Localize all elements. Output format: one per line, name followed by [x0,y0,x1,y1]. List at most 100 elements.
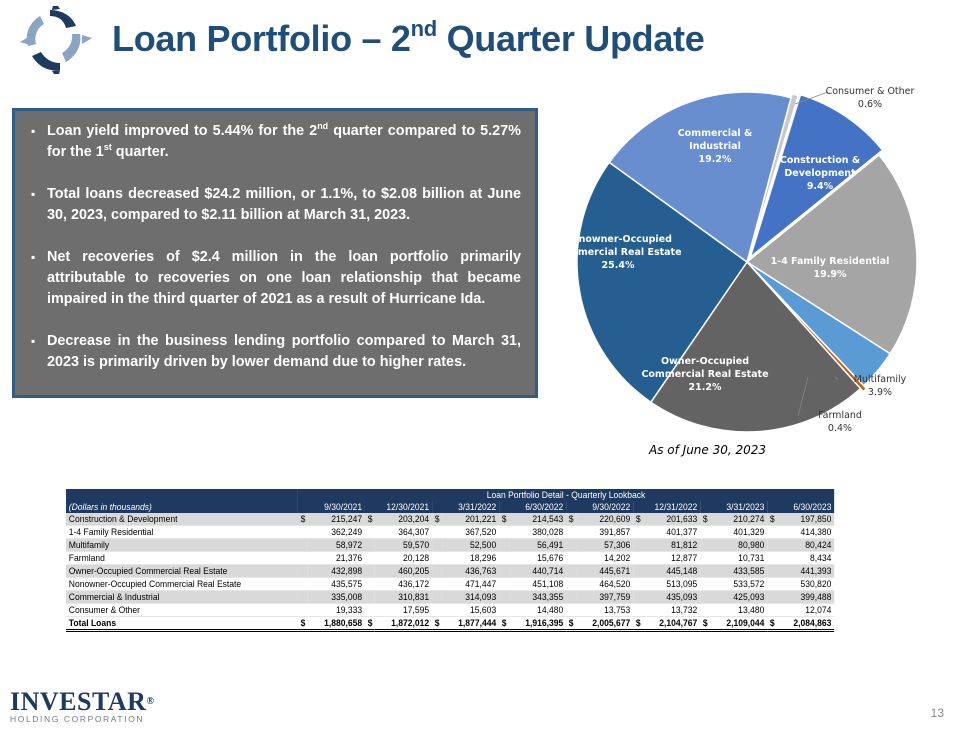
dollar-sign [700,551,711,565]
dollar-sign [700,564,711,578]
chart-caption: As of June 30, 2023 [649,443,767,457]
dollar-sign [767,564,778,578]
dollar-sign: $ [364,616,376,632]
table-cell: 12,074 [777,603,835,617]
table-cell: 391,857 [576,525,634,539]
table-cell: 2,084,863 [777,616,835,632]
dollar-sign [700,603,711,617]
table-cell: 201,221 [442,513,499,526]
table-row: Nonowner-Occupied Commercial Real Estate… [66,577,835,591]
bullet-item: Net recoveries of $2.4 million in the lo… [31,247,521,310]
dollar-sign [700,525,711,539]
table-cell: 2,104,767 [643,616,701,632]
investar-wordmark: INVESTAR® HOLDING CORPORATION [10,687,155,725]
table-cell: 15,603 [442,603,499,617]
table-cell: 432,898 [308,564,365,578]
table-cell: 367,520 [442,525,499,539]
dollar-sign [498,551,510,565]
dollar-sign [364,551,376,565]
table-cell: 380,028 [509,525,567,539]
table-cell: 1,880,658 [308,616,365,632]
page-title: Loan Portfolio – 2nd Quarter Update [112,16,705,59]
loan-portfolio-table: Loan Portfolio Detail - Quarterly Lookba… [66,489,835,632]
table-cell: 80,424 [777,538,835,552]
table-cell: 471,447 [442,577,499,591]
highlights-panel: Loan yield improved to 5.44% for the 2nd… [12,108,538,398]
table-cell: 15,676 [509,551,567,565]
table-cell: 59,570 [375,538,432,552]
table-title: Loan Portfolio Detail - Quarterly Lookba… [297,489,835,501]
pie-slice [649,260,862,433]
table-row: Consumer & Other 19,333 17,595 15,603 14,480… [66,603,835,617]
dollar-sign: $ [566,616,577,632]
row-label: Multifamily [66,538,298,552]
dollar-sign [431,538,443,552]
dollar-sign [297,525,309,539]
dollar-sign: $ [297,513,309,526]
dollar-sign [767,590,778,604]
row-label: 1-4 Family Residential [66,525,298,539]
row-label: Construction & Development [66,513,298,526]
row-label: Farmland [66,551,298,565]
table-cell: 214,543 [509,513,567,526]
table-cell: 2,005,677 [576,616,634,632]
table-row: Owner-Occupied Commercial Real Estate 432… [66,564,835,578]
dollar-sign [364,577,376,591]
table-cell: 80,980 [710,538,768,552]
dollar-sign [566,590,577,604]
dollar-sign [431,551,443,565]
dollar-sign [431,577,443,591]
dollar-sign [700,577,711,591]
row-label: Consumer & Other [66,603,298,617]
table-column-header: 9/30/2022 [566,501,634,513]
dollar-sign [700,590,711,604]
table-row: Construction & Development $215,247 $203,2… [66,513,835,526]
table-cell: 8,434 [777,551,835,565]
pie-slice-label: Nonowner-Occupied Commercial Real Estate 2… [554,234,681,271]
table-cell: 362,249 [308,525,365,539]
dollar-sign [364,538,376,552]
pie-leader-line [794,91,829,105]
table-cell: 530,820 [777,577,835,591]
row-label: Total Loans [66,616,298,632]
dollar-sign [566,525,577,539]
table-cell: 399,488 [777,590,835,604]
dollar-sign [767,525,778,539]
pie-leader-line [797,376,809,417]
dollar-sign [498,538,510,552]
table-units-header: (Dollars in thousands) [66,501,298,513]
dollar-sign [767,551,778,565]
table-cell: 435,093 [643,590,701,604]
dollar-sign [633,577,644,591]
dollar-sign [431,525,443,539]
dollar-sign [767,577,778,591]
bullet-item: Loan yield improved to 5.44% for the 2nd… [31,121,521,163]
table-cell: 220,609 [576,513,634,526]
table-column-header: 9/30/2021 [297,501,365,513]
pie-slice [747,93,800,259]
table-cell: 397,759 [576,590,634,604]
table-cell: 56,491 [509,538,567,552]
table-cell: 533,572 [710,577,768,591]
pie-slice [745,153,918,355]
dollar-sign [364,603,376,617]
dollar-sign [633,603,644,617]
table-cell: 401,329 [710,525,768,539]
dollar-sign: $ [297,616,309,632]
dollar-sign [297,538,309,552]
table-cell: 310,831 [375,590,432,604]
table-column-header: 6/30/2023 [767,501,835,513]
table-row: 1-4 Family Residential 362,249 364,307 367,… [66,525,835,539]
pie-slice-label: Commercial & Industrial 19.2% [678,128,753,165]
table-cell: 513,095 [643,577,701,591]
table-cell: 425,093 [710,590,768,604]
table-cell: 13,753 [576,603,634,617]
table-cell: 20,128 [375,551,432,565]
dollar-sign: $ [431,616,443,632]
table-cell: 445,148 [643,564,701,578]
table-row: Total Loans $1,880,658 $1,872,012 $1,877,44… [66,616,835,632]
table-cell: 10,731 [710,551,768,565]
table-cell: 335,008 [308,590,365,604]
dollar-sign: $ [498,616,510,632]
dollar-sign [297,577,309,591]
